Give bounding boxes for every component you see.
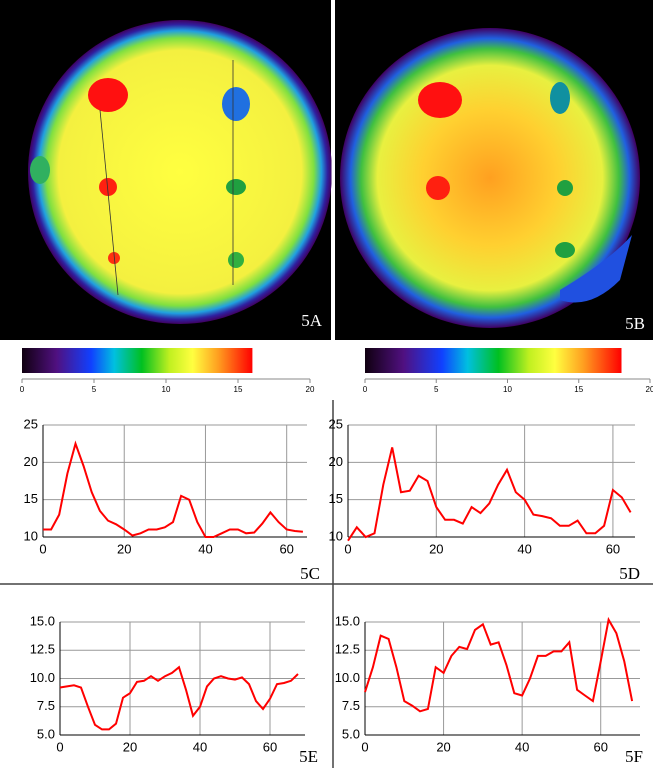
tick-label: 10: [503, 385, 512, 394]
x-tick-label: 0: [361, 739, 368, 754]
x-tick-label: 20: [117, 541, 131, 556]
y-tick-label: 15.0: [30, 613, 55, 628]
y-tick-label: 7.5: [342, 698, 360, 713]
colorbar: [365, 348, 622, 373]
panel-label: 5D: [619, 564, 640, 583]
panel-label: 5C: [300, 564, 320, 583]
y-tick-label: 25: [24, 416, 38, 431]
y-tick-label: 10: [24, 528, 38, 543]
colorbar: [22, 348, 253, 373]
x-tick-label: 60: [263, 739, 277, 754]
tick-label: 5: [92, 385, 97, 394]
y-tick-label: 15.0: [335, 613, 360, 628]
x-tick-label: 0: [56, 739, 63, 754]
y-tick-label: 10.0: [335, 670, 360, 685]
x-tick-label: 60: [279, 541, 293, 556]
y-tick-label: 15: [329, 491, 343, 506]
tick-label: 15: [574, 385, 583, 394]
x-tick-label: 40: [517, 541, 531, 556]
panel-label: 5A: [301, 311, 323, 330]
tick-label: 20: [306, 385, 315, 394]
panel-label: 5F: [625, 747, 643, 766]
panel-label: 5E: [299, 747, 318, 766]
y-tick-label: 20: [24, 454, 38, 469]
tick-label: 15: [234, 385, 243, 394]
line-series: [59, 665, 299, 731]
y-tick-label: 5.0: [342, 726, 360, 741]
y-tick-label: 5.0: [37, 726, 55, 741]
y-tick-label: 10.0: [30, 670, 55, 685]
y-tick-label: 15: [24, 491, 38, 506]
line-series: [347, 447, 632, 542]
y-tick-label: 20: [329, 454, 343, 469]
y-tick-label: 25: [329, 416, 343, 431]
y-tick-label: 12.5: [335, 642, 360, 657]
x-tick-label: 60: [593, 739, 607, 754]
x-tick-label: 20: [429, 541, 443, 556]
panel-label: 5B: [625, 314, 645, 333]
x-tick-label: 40: [193, 739, 207, 754]
x-tick-label: 60: [606, 541, 620, 556]
line-series: [364, 616, 634, 713]
tick-label: 5: [434, 385, 439, 394]
y-tick-label: 12.5: [30, 642, 55, 657]
x-tick-label: 40: [515, 739, 529, 754]
x-tick-label: 20: [436, 739, 450, 754]
x-tick-label: 0: [344, 541, 351, 556]
tick-label: 20: [646, 385, 653, 394]
x-tick-label: 40: [198, 541, 212, 556]
y-tick-label: 10: [329, 528, 343, 543]
heatmap-b: [335, 0, 653, 340]
line-series: [43, 440, 303, 538]
tick-label: 0: [363, 385, 368, 394]
tick-label: 10: [162, 385, 171, 394]
y-tick-label: 7.5: [37, 698, 55, 713]
x-tick-label: 0: [39, 541, 46, 556]
x-tick-label: 20: [123, 739, 137, 754]
heatmap-a: [0, 0, 332, 340]
tick-label: 0: [20, 385, 25, 394]
